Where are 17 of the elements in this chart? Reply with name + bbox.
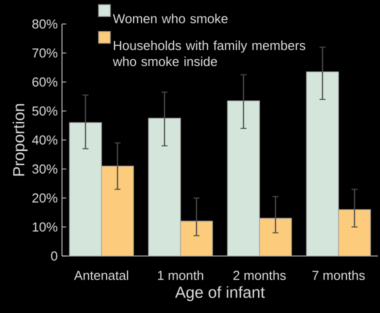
x-tick-label: 1 month bbox=[158, 270, 204, 280]
y-tick-label: 50% bbox=[32, 106, 58, 116]
x-tick-label: 7 months bbox=[312, 270, 365, 280]
y-tick-label: 0 bbox=[51, 251, 58, 261]
y-tick-label: 30% bbox=[32, 164, 58, 174]
y-tick-label: 20% bbox=[32, 193, 58, 203]
y-tick-label: 40% bbox=[32, 135, 58, 145]
y-tick-label: 60% bbox=[32, 77, 58, 87]
y-tick-label: 80% bbox=[32, 19, 58, 29]
legend-label: Women who smoke bbox=[112, 14, 228, 24]
legend-label: Households with family members who smoke inside bbox=[112, 40, 306, 66]
x-tick-label: Antenatal bbox=[74, 270, 128, 280]
x-tick-label: 2 months bbox=[233, 270, 286, 280]
y-tick-label: 10% bbox=[32, 222, 58, 232]
y-tick-label: 70% bbox=[32, 48, 58, 58]
y-axis-title: Proportion bbox=[12, 104, 28, 176]
x-axis-title: Age of infant bbox=[175, 286, 265, 302]
